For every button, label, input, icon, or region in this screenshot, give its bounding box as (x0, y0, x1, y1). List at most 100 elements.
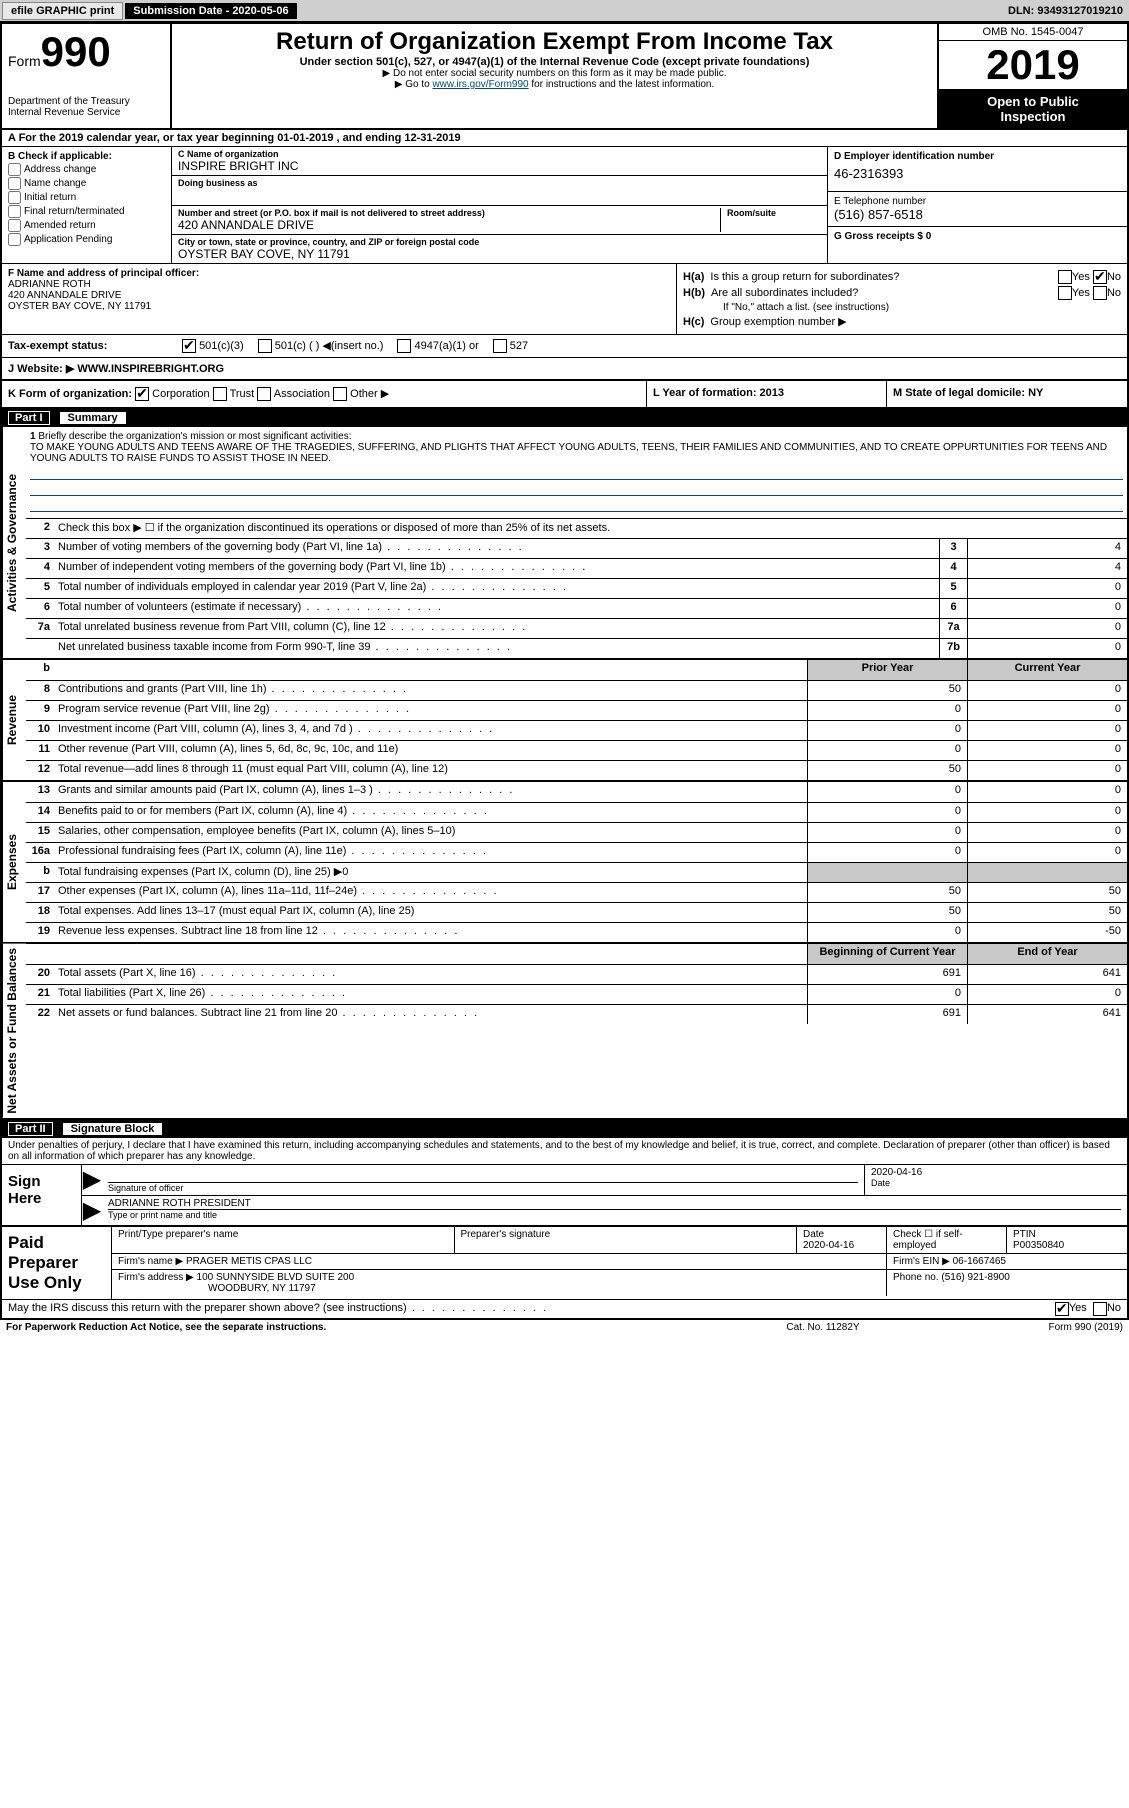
dln-label: DLN: 93493127019210 (1008, 5, 1129, 17)
officer-name: ADRIANNE ROTH (8, 279, 670, 290)
sig-date: 2020-04-16 (871, 1167, 1121, 1178)
form-subtitle: Under section 501(c), 527, or 4947(a)(1)… (178, 56, 931, 68)
website-row: J Website: ▶ WWW.INSPIREBRIGHT.ORG (2, 358, 1127, 381)
chk-corp[interactable] (135, 387, 149, 401)
top-toolbar: efile GRAPHIC print Submission Date - 20… (0, 0, 1129, 22)
header-right: OMB No. 1545-0047 2019 Open to PublicIns… (937, 24, 1127, 128)
tax-status-row: Tax-exempt status: 501(c)(3) 501(c) ( ) … (2, 335, 1127, 358)
firm-addr2: WOODBURY, NY 11797 (118, 1283, 316, 1294)
col-f-officer: F Name and address of principal officer:… (2, 264, 677, 334)
tel-value: (516) 857-6518 (834, 207, 1121, 222)
ein-label: D Employer identification number (834, 151, 1121, 162)
submission-date: Submission Date - 2020-05-06 (125, 3, 296, 19)
irs-label: Internal Revenue Service (8, 107, 164, 118)
officer-print-name: ADRIANNE ROTH PRESIDENT (108, 1198, 1121, 1209)
section-bcd: B Check if applicable: Address change Na… (2, 147, 1127, 264)
chk-final-return[interactable]: Final return/terminated (8, 205, 165, 218)
footer-form: Form 990 (2019) (923, 1322, 1123, 1333)
footer-paperwork: For Paperwork Reduction Act Notice, see … (6, 1322, 723, 1333)
chk-4947[interactable] (397, 339, 411, 353)
side-net: Net Assets or Fund Balances (2, 944, 26, 1118)
chk-527[interactable] (493, 339, 507, 353)
efile-button[interactable]: efile GRAPHIC print (2, 2, 123, 20)
org-name: INSPIRE BRIGHT INC (178, 159, 821, 173)
hb-yes[interactable] (1058, 286, 1072, 300)
block-expenses: Expenses 13Grants and similar amounts pa… (2, 782, 1127, 944)
chk-other[interactable] (333, 387, 347, 401)
footer-catno: Cat. No. 11282Y (723, 1322, 923, 1333)
firm-name: PRAGER METIS CPAS LLC (186, 1256, 312, 1267)
irs-no[interactable] (1093, 1302, 1107, 1316)
ha-no[interactable] (1093, 270, 1107, 284)
form-header: Form990 Department of the Treasury Inter… (2, 24, 1127, 130)
korg-row: K Form of organization: Corporation Trus… (2, 381, 1127, 409)
part1-header: Part I Summary (2, 409, 1127, 427)
page-footer: For Paperwork Reduction Act Notice, see … (0, 1320, 1129, 1335)
form-number: Form990 (8, 28, 164, 76)
chk-trust[interactable] (213, 387, 227, 401)
chk-initial-return[interactable]: Initial return (8, 191, 165, 204)
col-c-org: C Name of organization INSPIRE BRIGHT IN… (172, 147, 827, 263)
form-title: Return of Organization Exempt From Incom… (178, 28, 931, 56)
firm-addr1: 100 SUNNYSIDE BLVD SUITE 200 (197, 1272, 355, 1283)
chk-amended[interactable]: Amended return (8, 219, 165, 232)
sig-arrow-icon: ▶ (82, 1165, 102, 1195)
paid-preparer-label: Paid Preparer Use Only (2, 1227, 112, 1299)
side-revenue: Revenue (2, 660, 26, 780)
firm-ein: 06-1667465 (953, 1256, 1006, 1267)
b-label: B Check if applicable: (8, 151, 165, 162)
block-revenue: Revenue bPrior YearCurrent Year 8Contrib… (2, 660, 1127, 782)
part2-header: Part II Signature Block (2, 1120, 1127, 1138)
website-value: WWW.INSPIREBRIGHT.ORG (77, 363, 224, 375)
k-form-org: K Form of organization: Corporation Trus… (2, 381, 647, 407)
dept-label: Department of the Treasury (8, 96, 164, 107)
mission-text: TO MAKE YOUNG ADULTS AND TEENS AWARE OF … (30, 442, 1107, 464)
city-state-zip: OYSTER BAY COVE, NY 11791 (178, 247, 821, 261)
dba-box: Doing business as (172, 176, 827, 206)
firm-phone: (516) 921-8900 (941, 1272, 1009, 1283)
sign-here-block: Sign Here ▶ Signature of officer 2020-04… (2, 1164, 1127, 1225)
irs-link[interactable]: www.irs.gov/Form990 (432, 79, 528, 90)
chk-address-change[interactable]: Address change (8, 163, 165, 176)
col-h-group: H(a) Is this a group return for subordin… (677, 264, 1127, 334)
chk-501c3[interactable] (182, 339, 196, 353)
tax-year: 2019 (939, 41, 1127, 90)
chk-assoc[interactable] (257, 387, 271, 401)
public-inspection: Open to PublicInspection (939, 90, 1127, 128)
omb-number: OMB No. 1545-0047 (939, 24, 1127, 41)
gross-receipts: G Gross receipts $ 0 (828, 226, 1127, 246)
m-state: M State of legal domicile: NY (887, 381, 1127, 407)
tel-label: E Telephone number (834, 196, 1121, 207)
note-link: ▶ Go to www.irs.gov/Form990 for instruct… (178, 79, 931, 90)
ptin-value: P00350840 (1013, 1240, 1064, 1251)
hb-no[interactable] (1093, 286, 1107, 300)
irs-discuss-row: May the IRS discuss this return with the… (2, 1299, 1127, 1318)
irs-yes[interactable] (1055, 1302, 1069, 1316)
note-ssn: Do not enter social security numbers on … (178, 68, 931, 79)
header-mid: Return of Organization Exempt From Incom… (172, 24, 937, 128)
side-expenses: Expenses (2, 782, 26, 942)
block-activities: Activities & Governance 1 Briefly descri… (2, 427, 1127, 660)
prep-date: 2020-04-16 (803, 1240, 854, 1251)
col-d-right: D Employer identification number 46-2316… (827, 147, 1127, 263)
row-1-mission: 1 Briefly describe the organization's mi… (26, 427, 1127, 518)
city-box: City or town, state or province, country… (172, 235, 827, 263)
officer-addr1: 420 ANNANDALE DRIVE (8, 290, 670, 301)
chk-501c[interactable] (258, 339, 272, 353)
chk-application-pending[interactable]: Application Pending (8, 233, 165, 246)
header-left: Form990 Department of the Treasury Inter… (2, 24, 172, 128)
ha-yes[interactable] (1058, 270, 1072, 284)
line-a: A For the 2019 calendar year, or tax yea… (2, 130, 1127, 147)
sig-declaration: Under penalties of perjury, I declare th… (2, 1138, 1127, 1164)
paid-preparer-block: Paid Preparer Use Only Print/Type prepar… (2, 1225, 1127, 1299)
l-year: L Year of formation: 2013 (647, 381, 887, 407)
officer-addr2: OYSTER BAY COVE, NY 11791 (8, 301, 670, 312)
form-990: Form990 Department of the Treasury Inter… (0, 22, 1129, 1320)
org-name-box: C Name of organization INSPIRE BRIGHT IN… (172, 147, 827, 176)
section-fh: F Name and address of principal officer:… (2, 264, 1127, 335)
self-employed[interactable]: Check ☐ if self-employed (887, 1227, 1007, 1253)
chk-name-change[interactable]: Name change (8, 177, 165, 190)
street-address: 420 ANNANDALE DRIVE (178, 218, 720, 232)
street-box: Number and street (or P.O. box if mail i… (172, 206, 827, 235)
sign-here-label: Sign Here (2, 1165, 82, 1225)
